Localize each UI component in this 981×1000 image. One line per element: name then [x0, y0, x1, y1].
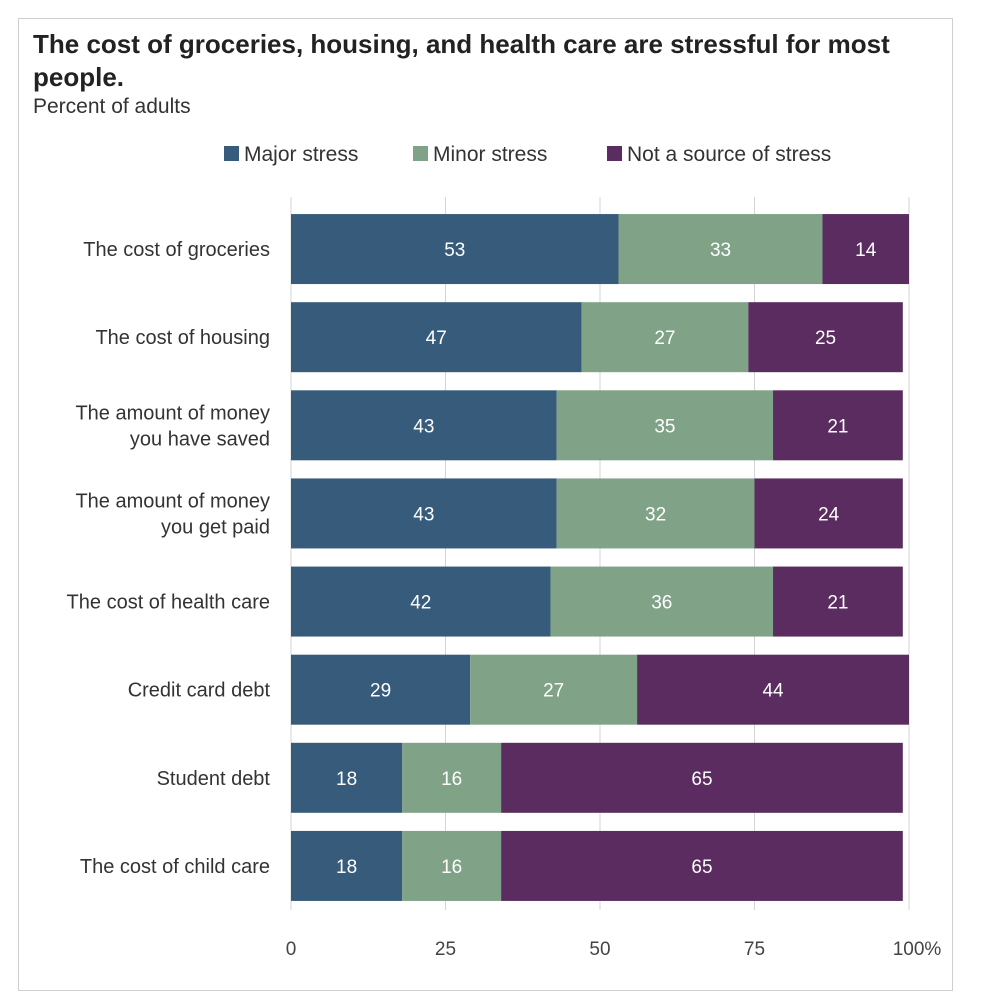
bar-major-stress [291, 302, 582, 373]
category-label: The cost of child care [80, 856, 270, 878]
data-label: 44 [762, 681, 784, 702]
bar-minor-stress [470, 654, 638, 725]
data-label: 36 [651, 593, 672, 614]
category-label: The cost of housing [95, 327, 270, 349]
data-label: 27 [543, 681, 564, 702]
x-tick-label: 25 [435, 939, 456, 960]
bar-major-stress [291, 830, 403, 901]
legend-swatch-not-a-source-of-stress [607, 146, 622, 161]
bar-major-stress [291, 478, 557, 549]
x-tick-label: 100% [893, 939, 942, 960]
legend-label-not-a-source-of-stress: Not a source of stress [627, 143, 831, 166]
x-tick-label: 0 [286, 939, 297, 960]
legend-label-minor-stress: Minor stress [433, 143, 547, 166]
bars: 53 33 14 47 27 25 43 35 21 43 32 24 42 36 21 29 27 44 18 16… [291, 214, 909, 901]
bar-minor-stress [556, 390, 774, 461]
bar-not-a-source-of-stress [637, 654, 909, 725]
bar-major-stress [291, 214, 619, 285]
data-label: 27 [654, 328, 675, 349]
legend: Major stress Minor stress Not a source of … [224, 143, 831, 166]
data-label: 33 [710, 240, 731, 261]
category-label: The cost of groceries [83, 239, 270, 261]
category-label: you get paid [161, 516, 270, 538]
category-labels: The cost of groceries The cost of housing… [67, 239, 271, 878]
legend-label-major-stress: Major stress [244, 143, 358, 166]
data-label: 65 [691, 857, 712, 878]
bar-major-stress [291, 742, 403, 813]
data-label: 65 [691, 769, 712, 790]
legend-swatch-major-stress [224, 146, 239, 161]
data-label: 43 [413, 504, 434, 525]
data-label: 16 [441, 857, 462, 878]
bar-minor-stress [556, 478, 755, 549]
data-label: 16 [441, 769, 462, 790]
category-label: Student debt [157, 768, 271, 790]
data-label: 47 [426, 328, 447, 349]
bar-not-a-source-of-stress [501, 830, 903, 901]
data-label: 35 [654, 416, 675, 437]
category-label: you have saved [130, 428, 270, 450]
bar-not-a-source-of-stress [773, 566, 903, 637]
data-label: 25 [815, 328, 836, 349]
category-label: The cost of health care [67, 592, 270, 614]
chart-subtitle: Percent of adults [33, 95, 191, 118]
data-label: 42 [410, 593, 431, 614]
legend-swatch-minor-stress [413, 146, 428, 161]
bar-not-a-source-of-stress [773, 390, 903, 461]
data-label: 21 [827, 593, 848, 614]
bar-minor-stress [581, 302, 749, 373]
x-axis: 0 25 50 75 100% [286, 939, 942, 960]
data-label: 14 [855, 240, 877, 261]
bar-major-stress [291, 390, 557, 461]
bar-minor-stress [550, 566, 774, 637]
bar-not-a-source-of-stress [822, 214, 909, 285]
bar-minor-stress [402, 830, 502, 901]
data-label: 18 [336, 769, 357, 790]
bar-major-stress [291, 566, 551, 637]
x-tick-label: 75 [744, 939, 765, 960]
data-label: 32 [645, 504, 666, 525]
data-label: 43 [413, 416, 434, 437]
chart-title: The cost of groceries, housing, and heal… [33, 29, 890, 92]
x-tick-label: 50 [589, 939, 610, 960]
data-label: 29 [370, 681, 391, 702]
category-label: The amount of money [75, 490, 270, 512]
data-label: 21 [827, 416, 848, 437]
bar-minor-stress [402, 742, 502, 813]
data-label: 24 [818, 504, 840, 525]
category-label: Credit card debt [128, 680, 271, 702]
data-label: 18 [336, 857, 357, 878]
data-label: 53 [444, 240, 465, 261]
bar-not-a-source-of-stress [501, 742, 903, 813]
bar-not-a-source-of-stress [748, 302, 903, 373]
bar-not-a-source-of-stress [754, 478, 903, 549]
bar-minor-stress [618, 214, 823, 285]
category-label: The amount of money [75, 402, 270, 424]
bar-major-stress [291, 654, 471, 725]
